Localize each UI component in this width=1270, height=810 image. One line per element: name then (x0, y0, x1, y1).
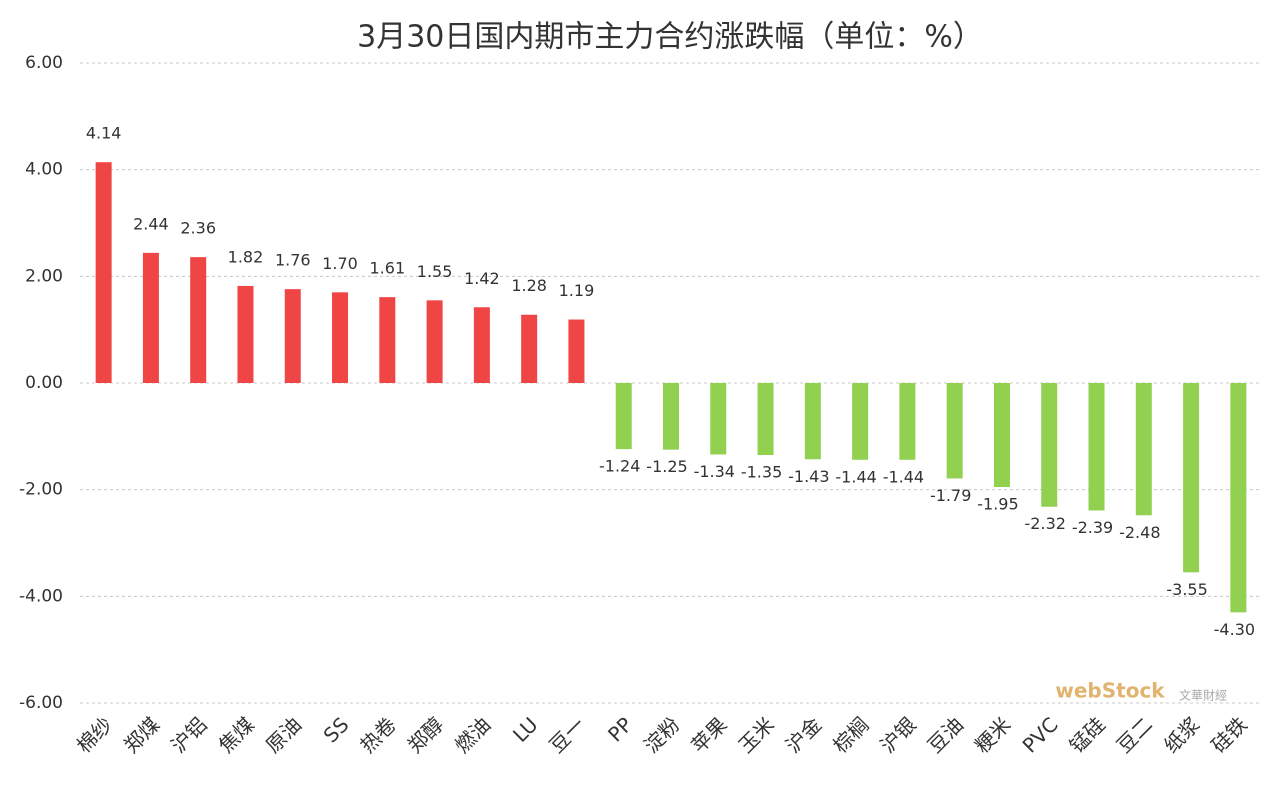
bar (332, 292, 349, 383)
value-label: 2.36 (180, 219, 216, 238)
y-tick-label: -4.00 (19, 586, 63, 606)
bar (946, 383, 963, 479)
value-label: 1.61 (370, 259, 406, 278)
value-label: -1.44 (835, 467, 876, 486)
bar (284, 289, 301, 383)
bar (710, 383, 727, 455)
bar (237, 285, 254, 383)
bar (379, 297, 396, 383)
value-label: 1.42 (464, 269, 500, 288)
bar (852, 383, 869, 460)
bar (663, 383, 679, 450)
watermark-sub: 文華財經 (1179, 688, 1227, 703)
value-label: -2.32 (1025, 514, 1066, 533)
bar (142, 252, 159, 383)
value-label: -1.44 (883, 467, 924, 486)
value-label: -2.39 (1072, 518, 1113, 537)
value-label: 1.19 (559, 281, 595, 300)
bar (1183, 383, 1200, 573)
chart-title: 3月30日国内期市主力合约涨跌幅（单位：%） (357, 20, 983, 55)
y-tick-label: 6.00 (25, 53, 63, 73)
watermark: webStock (1055, 679, 1165, 703)
value-label: -2.48 (1119, 523, 1160, 542)
y-tick-label: -6.00 (19, 693, 63, 713)
value-label: -1.95 (977, 495, 1018, 514)
value-label: -1.24 (599, 457, 640, 476)
y-tick-label: 0.00 (25, 373, 63, 393)
bar (1041, 383, 1058, 507)
bar (804, 383, 821, 460)
bar (1230, 383, 1247, 613)
y-tick-label: -2.00 (19, 480, 63, 500)
value-label: -1.79 (930, 486, 971, 505)
bar (521, 314, 538, 383)
value-label: -1.35 (741, 463, 782, 482)
bar (426, 300, 443, 383)
value-label: 1.55 (417, 262, 453, 281)
value-label: 1.82 (228, 247, 264, 266)
bar (190, 257, 207, 383)
value-label: -1.25 (646, 457, 687, 476)
value-label: -1.43 (788, 467, 829, 486)
value-label: 4.14 (86, 124, 122, 143)
value-label: 1.76 (275, 251, 311, 270)
bar (757, 383, 774, 455)
bar (95, 162, 112, 383)
value-label: -3.55 (1166, 580, 1207, 599)
y-tick-label: 4.00 (25, 160, 63, 180)
value-label: -1.34 (694, 462, 735, 481)
bar (899, 383, 916, 460)
y-tick-label: 2.00 (25, 266, 63, 286)
value-label: 1.28 (511, 276, 547, 295)
bar (568, 319, 585, 383)
value-label: -4.30 (1214, 620, 1255, 639)
bar (1088, 383, 1105, 511)
bar (993, 383, 1010, 487)
bar (615, 383, 632, 450)
bar (473, 307, 490, 383)
value-label: 1.70 (322, 254, 358, 273)
value-label: 2.44 (133, 214, 169, 233)
bar (1135, 383, 1152, 516)
